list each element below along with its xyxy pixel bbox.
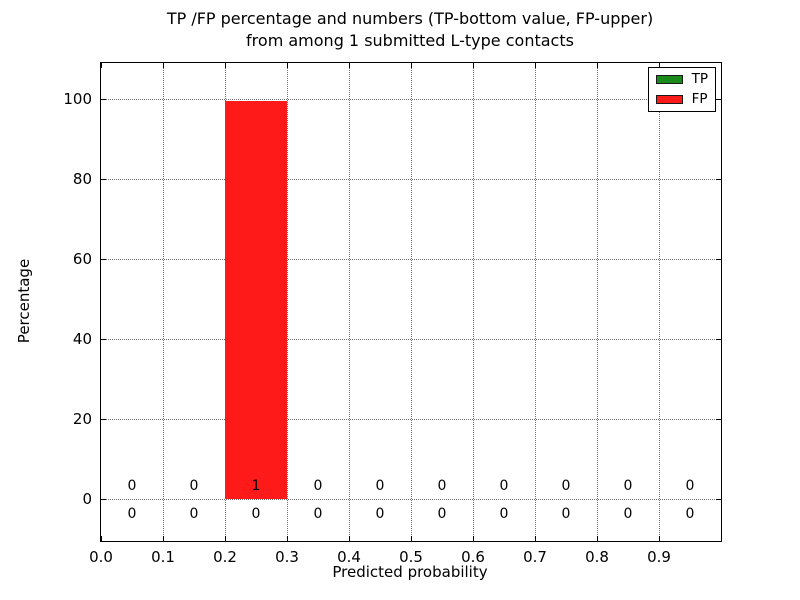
y-tick-mark — [716, 99, 721, 101]
y-tick-mark — [716, 259, 721, 261]
x-gridline — [287, 63, 288, 541]
y-tick-mark — [716, 179, 721, 181]
x-gridline — [163, 63, 164, 541]
x-tick-mark — [597, 63, 599, 68]
tp-count-label: 0 — [561, 506, 571, 522]
chart-title-line1: TP /FP percentage and numbers (TP-bottom… — [166, 9, 654, 28]
y-tick-mark — [101, 499, 106, 501]
tp-count-label: 0 — [623, 506, 633, 522]
fp-count-label: 0 — [375, 478, 385, 494]
x-tick-mark — [411, 536, 413, 541]
tp-swatch-icon — [655, 75, 683, 84]
tp-count-label: 0 — [189, 506, 199, 522]
fp-count-label: 0 — [685, 478, 695, 494]
y-tick-label: 60 — [72, 250, 92, 268]
x-tick-label: 0.0 — [89, 548, 113, 566]
legend: TP FP — [647, 67, 716, 112]
y-tick-label: 80 — [72, 170, 92, 188]
x-gridline — [473, 63, 474, 541]
y-tick-mark — [101, 339, 106, 341]
y-tick-label: 100 — [63, 90, 92, 108]
x-tick-label: 0.1 — [151, 548, 175, 566]
fp-count-label: 0 — [623, 478, 633, 494]
x-tick-mark — [101, 536, 103, 541]
x-tick-mark — [411, 63, 413, 68]
tp-count-label: 0 — [437, 506, 447, 522]
fp-count-label: 0 — [499, 478, 509, 494]
x-tick-mark — [225, 536, 227, 541]
fp-count-label: 0 — [189, 478, 199, 494]
x-tick-mark — [287, 536, 289, 541]
x-gridline — [597, 63, 598, 541]
tp-count-label: 0 — [685, 506, 695, 522]
tp-count-label: 0 — [313, 506, 323, 522]
chart-title-line2: from among 1 submitted L-type contacts — [246, 31, 574, 50]
y-tick-label: 0 — [82, 490, 92, 508]
fp-swatch-icon — [655, 95, 683, 104]
x-tick-label: 0.5 — [399, 548, 423, 566]
x-tick-mark — [349, 63, 351, 68]
x-tick-mark — [535, 63, 537, 68]
fp-count-label: 0 — [313, 478, 323, 494]
x-tick-label: 0.4 — [337, 548, 361, 566]
y-tick-mark — [101, 99, 106, 101]
x-tick-mark — [659, 63, 661, 68]
x-tick-mark — [535, 536, 537, 541]
tp-count-label: 0 — [375, 506, 385, 522]
x-gridline — [411, 63, 412, 541]
plot-area: TP FP 0 20 40 60 80 100 0.0 0.1 0.2 0.3 0.4 0.5 0.6 0.… — [63, 62, 722, 566]
x-tick-mark — [473, 63, 475, 68]
y-axis-label: Percentage — [15, 258, 33, 344]
tp-count-label: 0 — [251, 506, 261, 522]
x-tick-label: 0.9 — [647, 548, 671, 566]
y-tick-mark — [716, 499, 721, 501]
fp-count-label: 0 — [127, 478, 137, 494]
x-gridline — [535, 63, 536, 541]
y-tick-label: 20 — [72, 410, 92, 428]
y-tick-mark — [716, 339, 721, 341]
y-tick-mark — [716, 419, 721, 421]
legend-entry-fp: FP — [655, 91, 708, 107]
x-tick-label: 0.6 — [461, 548, 485, 566]
y-tick-mark — [101, 419, 106, 421]
x-tick-mark — [473, 536, 475, 541]
tp-count-label: 0 — [499, 506, 509, 522]
fp-count-label: 1 — [251, 478, 261, 494]
x-tick-mark — [349, 536, 351, 541]
x-tick-mark — [225, 63, 227, 68]
x-tick-mark — [597, 536, 599, 541]
y-tick-label: 40 — [72, 330, 92, 348]
x-tick-mark — [287, 63, 289, 68]
x-tick-mark — [659, 536, 661, 541]
legend-label: FP — [691, 91, 708, 107]
tp-count-label: 0 — [127, 506, 137, 522]
chart-title: TP /FP percentage and numbers (TP-bottom… — [167, 8, 653, 52]
x-tick-mark — [163, 63, 165, 68]
fp-count-label: 0 — [561, 478, 571, 494]
x-tick-label: 0.7 — [523, 548, 547, 566]
x-tick-mark — [101, 63, 103, 68]
x-gridline — [659, 63, 660, 541]
x-tick-mark — [163, 536, 165, 541]
x-tick-label: 0.8 — [585, 548, 609, 566]
y-tick-mark — [101, 179, 106, 181]
fp-bar — [225, 101, 287, 499]
x-tick-label: 0.2 — [213, 548, 237, 566]
x-tick-label: 0.3 — [275, 548, 299, 566]
y-tick-mark — [101, 259, 106, 261]
legend-entry-tp: TP — [655, 71, 708, 87]
x-gridline — [349, 63, 350, 541]
legend-label: TP — [691, 71, 708, 87]
x-axis-label: Predicted probability — [332, 563, 488, 581]
fp-count-label: 0 — [437, 478, 447, 494]
